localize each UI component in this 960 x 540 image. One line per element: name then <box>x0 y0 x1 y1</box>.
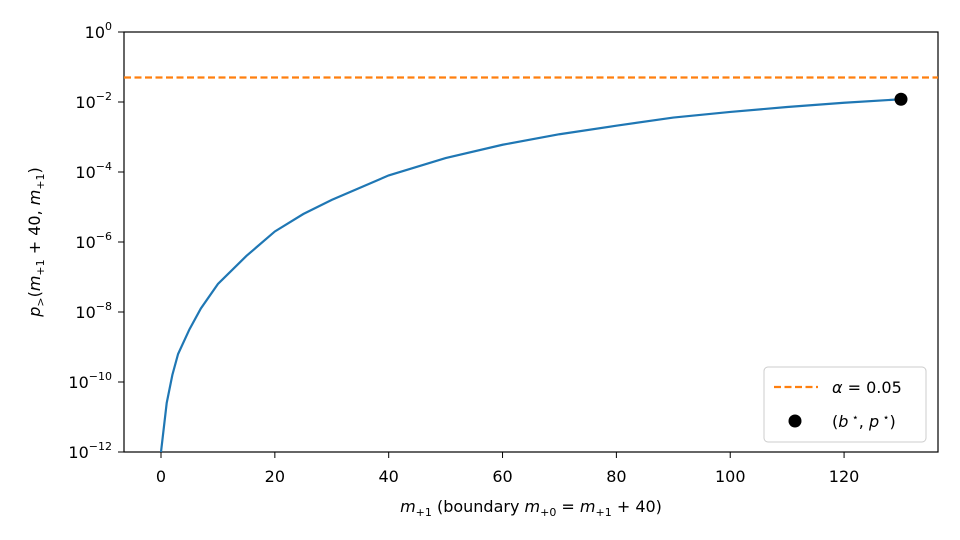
legend-marker-swatch <box>788 414 802 428</box>
y-tick-label: 10−2 <box>75 90 112 112</box>
y-tick-label: 10−12 <box>68 440 112 462</box>
x-axis-label: m+1 (boundary m+0 = m+1 + 40) <box>400 497 662 519</box>
legend-box <box>763 366 927 443</box>
y-tick-label: 10−4 <box>75 160 112 182</box>
legend-alpha-label: α = 0.05 <box>832 378 902 397</box>
x-tick-label: 100 <box>715 467 746 486</box>
legend-marker-label: (b ⋆, p ⋆) <box>832 411 896 431</box>
y-tick-label: 10−8 <box>75 300 112 322</box>
x-tick-label: 120 <box>829 467 860 486</box>
y-axis-label: p>(m+1 + 40, m+1) <box>25 167 47 318</box>
x-axis-ticks: 0 20 40 60 80 100 120 <box>156 452 859 486</box>
x-tick-label: 20 <box>265 467 285 486</box>
x-tick-label: 80 <box>606 467 626 486</box>
y-tick-label: 10−6 <box>75 230 112 252</box>
y-tick-label: 10−10 <box>68 370 112 392</box>
y-axis-ticks: 100 10−2 10−4 10−6 10−8 10−10 10−12 <box>68 20 124 462</box>
plot-area: 0 20 40 60 80 100 120 100 10−2 10−4 10−6 10−8 10−10… <box>68 20 939 486</box>
b-star-point <box>894 92 908 106</box>
x-tick-label: 0 <box>156 467 166 486</box>
x-tick-label: 40 <box>379 467 399 486</box>
x-tick-label: 60 <box>492 467 512 486</box>
y-tick-label: 100 <box>85 20 112 42</box>
p-value-curve <box>159 98 902 453</box>
legend: α = 0.05 (b ⋆, p ⋆) <box>763 366 927 443</box>
